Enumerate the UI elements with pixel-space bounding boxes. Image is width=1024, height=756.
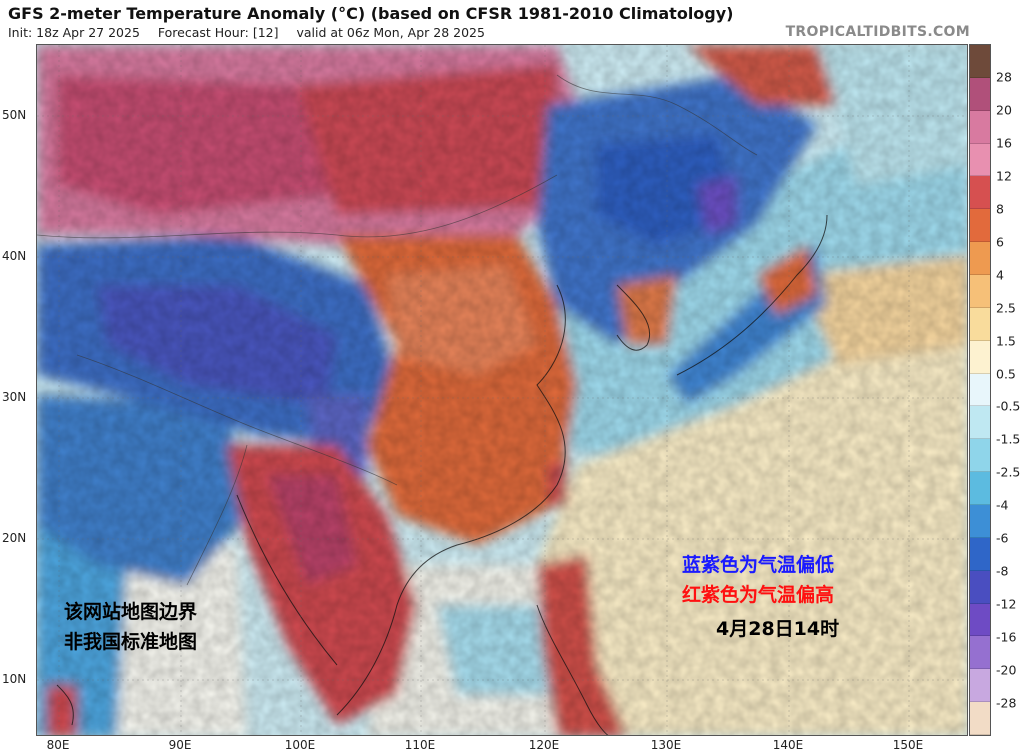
colorbar-label: -28 bbox=[996, 695, 1017, 711]
colorbar-segment bbox=[970, 702, 990, 736]
forecast-hour: Forecast Hour: [12] bbox=[157, 25, 279, 40]
lon-label: 80E bbox=[46, 738, 70, 752]
colorbar-label: -1.5 bbox=[996, 431, 1021, 447]
colorbar-label: 1.5 bbox=[996, 333, 1016, 349]
lon-label: 150E bbox=[892, 738, 924, 752]
colorbar-segment bbox=[970, 307, 990, 341]
map-subtitle: Init: 18z Apr 27 2025 Forecast Hour: [12… bbox=[8, 25, 499, 40]
colorbar-label: 16 bbox=[996, 135, 1012, 151]
init-time: Init: 18z Apr 27 2025 bbox=[8, 25, 140, 40]
colorbar-segment bbox=[970, 505, 990, 538]
legend-blue-text: 蓝紫色为气温偏低 bbox=[682, 554, 835, 576]
lat-label: 30N bbox=[2, 390, 27, 404]
anomaly-map bbox=[36, 44, 968, 736]
lat-label: 40N bbox=[2, 249, 27, 263]
colorbar-segment bbox=[970, 143, 990, 177]
colorbar-segment bbox=[970, 537, 990, 571]
map-disclaimer-line1: 该网站地图边界 bbox=[64, 601, 198, 623]
legend-red-text: 红紫色为气温偏高 bbox=[682, 584, 835, 606]
colorbar-segment bbox=[970, 45, 990, 78]
colorbar-label: 28 bbox=[996, 69, 1012, 85]
colorbar-label: -2.5 bbox=[996, 464, 1021, 480]
colorbar-segment bbox=[970, 439, 990, 473]
colorbar-label: -20 bbox=[996, 662, 1017, 678]
colorbar-label: -4 bbox=[996, 497, 1009, 513]
lon-label: 120E bbox=[528, 738, 560, 752]
colorbar-label: 8 bbox=[996, 201, 1004, 217]
lon-label: 130E bbox=[650, 738, 682, 752]
colorbar-segment bbox=[970, 209, 990, 243]
colorbar-label: -12 bbox=[996, 596, 1017, 612]
lon-label: 140E bbox=[772, 738, 804, 752]
colorbar-segment bbox=[970, 242, 990, 276]
map-title: GFS 2-meter Temperature Anomaly (°C) (ba… bbox=[8, 4, 734, 23]
lat-label: 50N bbox=[2, 108, 27, 122]
colorbar-label: 4 bbox=[996, 267, 1004, 283]
map-disclaimer-line2: 非我国标准地图 bbox=[64, 631, 198, 653]
anomaly-field bbox=[37, 45, 967, 735]
colorbar-segment bbox=[970, 406, 990, 440]
colorbar-label: -0.5 bbox=[996, 398, 1021, 414]
colorbar-segment bbox=[970, 570, 990, 604]
lon-label: 100E bbox=[284, 738, 316, 752]
date-time-text: 4月28日14时 bbox=[716, 618, 840, 640]
site-brand: TROPICALTIDBITS.COM bbox=[785, 24, 970, 40]
colorbar-segment bbox=[970, 110, 990, 144]
colorbar-segment bbox=[970, 340, 990, 374]
colorbar-label: 0.5 bbox=[996, 366, 1016, 382]
colorbar-label: 12 bbox=[996, 168, 1012, 184]
colorbar-segment bbox=[970, 176, 990, 210]
colorbar-segment bbox=[970, 472, 990, 506]
colorbar-label: -16 bbox=[996, 629, 1017, 645]
colorbar-segment bbox=[970, 77, 990, 111]
lat-label: 20N bbox=[2, 531, 27, 545]
lat-label: 10N bbox=[2, 672, 27, 686]
colorbar-segment bbox=[970, 275, 990, 308]
colorbar-segment bbox=[970, 636, 990, 670]
lon-label: 90E bbox=[168, 738, 192, 752]
colorbar-segment bbox=[970, 669, 990, 703]
colorbar bbox=[969, 44, 991, 736]
colorbar-segment bbox=[970, 373, 990, 407]
lon-label: 110E bbox=[404, 738, 436, 752]
valid-time: valid at 06z Mon, Apr 28 2025 bbox=[296, 25, 485, 40]
colorbar-label: 6 bbox=[996, 234, 1004, 250]
colorbar-label: 2.5 bbox=[996, 300, 1016, 316]
colorbar-label: -6 bbox=[996, 530, 1009, 546]
colorbar-label: 20 bbox=[996, 102, 1012, 118]
colorbar-segment bbox=[970, 603, 990, 637]
colorbar-label: -8 bbox=[996, 563, 1009, 579]
